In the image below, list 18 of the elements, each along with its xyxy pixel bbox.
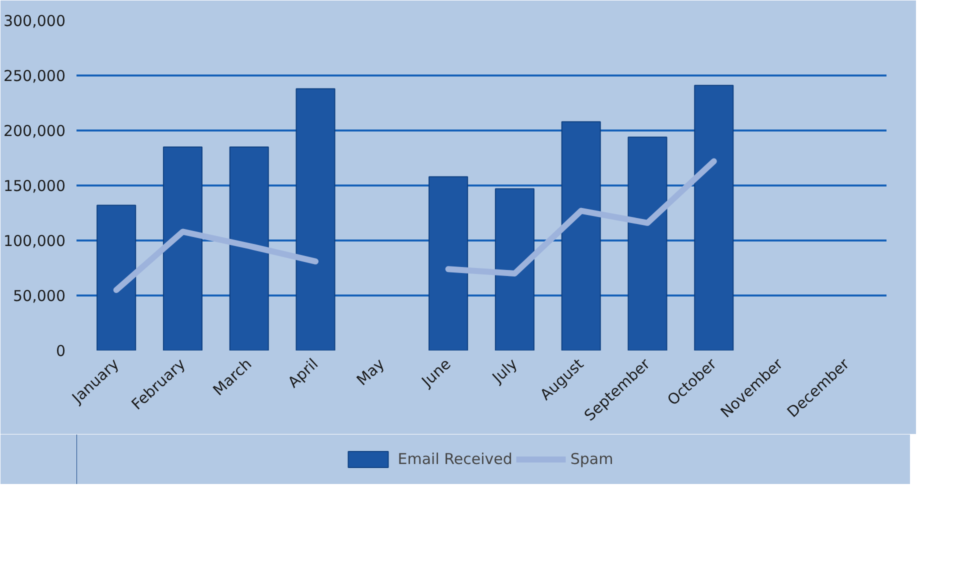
y-tick-label: 50,000 bbox=[13, 287, 66, 305]
bar bbox=[494, 188, 534, 350]
bar bbox=[428, 176, 468, 350]
y-tick-label: 150,000 bbox=[3, 177, 66, 195]
bar bbox=[162, 146, 202, 350]
y-tick-label: 0 bbox=[56, 342, 66, 360]
bar bbox=[694, 84, 734, 350]
bar bbox=[628, 136, 668, 350]
bar bbox=[96, 204, 136, 350]
bar bbox=[296, 88, 336, 350]
bar bbox=[561, 121, 601, 350]
y-tick-label: 200,000 bbox=[3, 122, 66, 140]
legend-label: Email Received bbox=[398, 450, 512, 468]
y-tick-label: 100,000 bbox=[3, 232, 66, 250]
y-tick-label: 250,000 bbox=[3, 67, 66, 85]
legend-label: Spam bbox=[570, 450, 614, 468]
bar bbox=[229, 146, 269, 350]
y-tick-label: 300,000 bbox=[3, 12, 66, 30]
